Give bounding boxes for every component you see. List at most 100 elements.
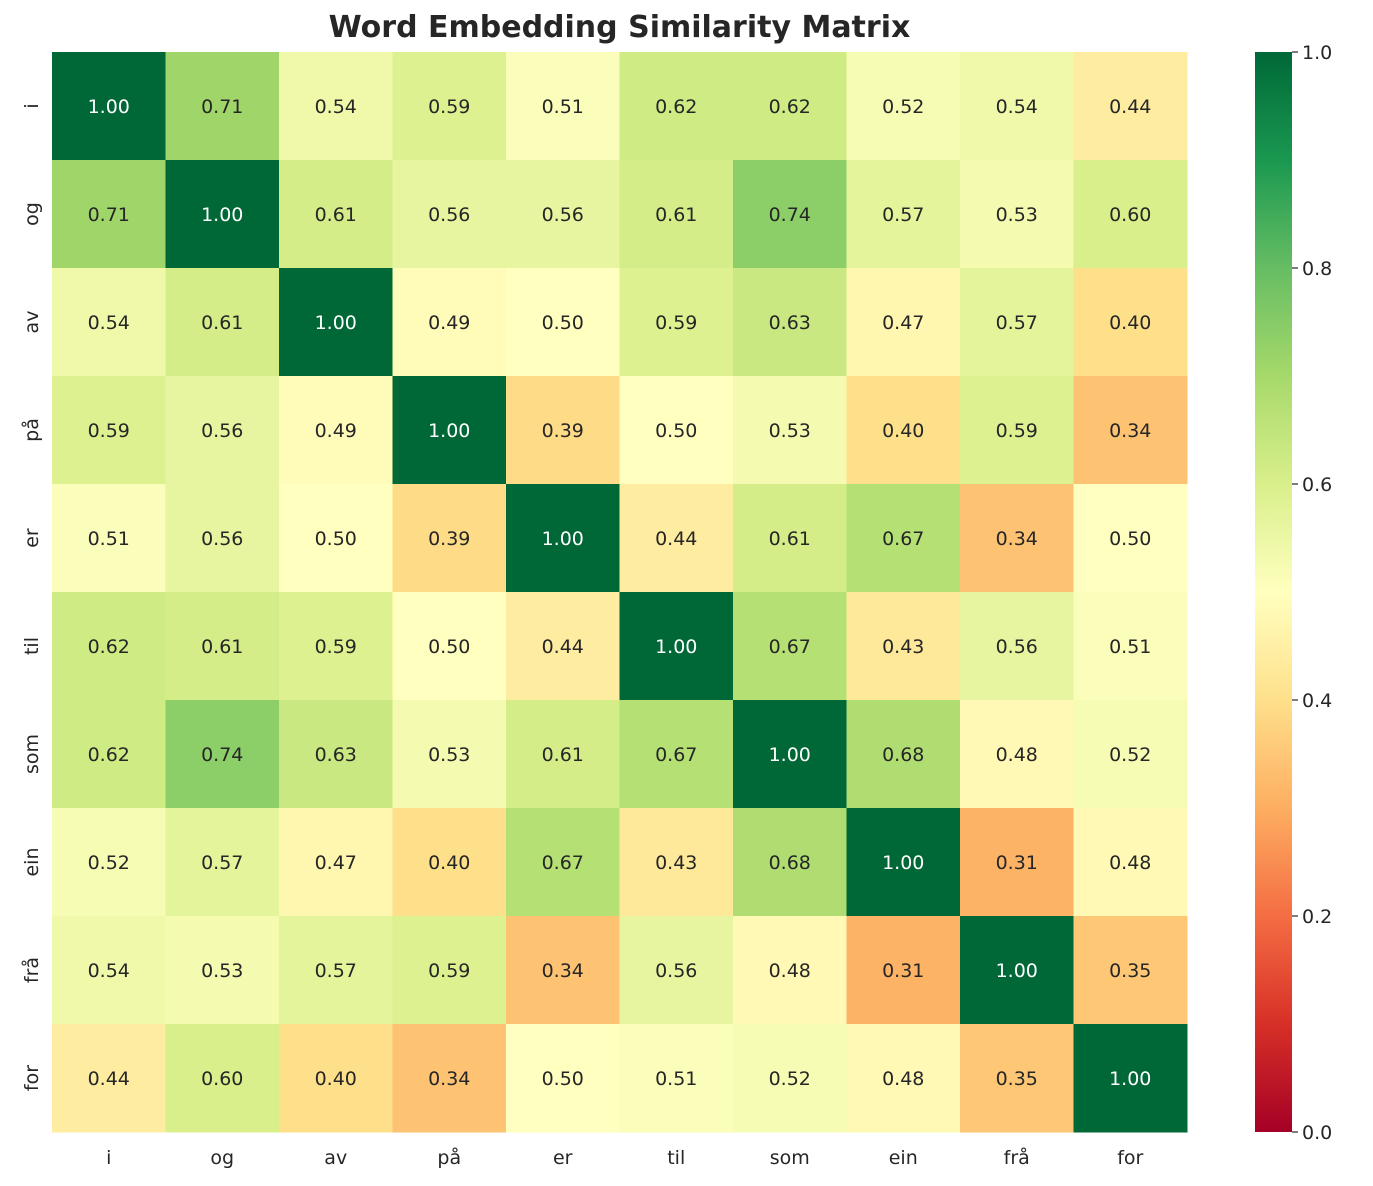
cell-label: 0.67 (655, 744, 697, 766)
heatmap-cell (279, 160, 393, 269)
cell-label: 0.50 (542, 1068, 584, 1090)
heatmap-cell (279, 916, 393, 1025)
cell-label: 0.59 (428, 96, 470, 118)
heatmap-cell (1073, 52, 1188, 161)
y-tick-label: er (21, 528, 43, 548)
heatmap-cell (506, 160, 620, 269)
cell-label: 0.57 (315, 960, 357, 982)
cell-label: 0.39 (428, 528, 470, 550)
cell-label: 0.61 (769, 528, 811, 550)
heatmap-cell (619, 376, 734, 485)
cell-label: 0.59 (655, 312, 697, 334)
heatmap-cell (846, 700, 961, 809)
heatmap-cell (279, 376, 393, 485)
heatmap-cell (846, 268, 961, 377)
cell-label: 0.34 (542, 960, 584, 982)
heatmap-cell (279, 1024, 393, 1133)
cell-label: 0.50 (315, 528, 357, 550)
cell-label: 0.61 (655, 204, 697, 226)
cell-label: 0.50 (655, 420, 697, 442)
cell-label: 0.56 (201, 528, 243, 550)
cell-label: 0.34 (996, 528, 1038, 550)
heatmap-cell (619, 160, 734, 269)
cell-label: 0.40 (428, 852, 470, 874)
heatmap-cell (52, 916, 166, 1025)
heatmap-cell (960, 52, 1074, 161)
cell-label: 0.59 (88, 420, 130, 442)
colorbar-tick-label: 0.6 (1302, 474, 1332, 496)
heatmap-cell (846, 592, 961, 701)
cell-label: 1.00 (88, 96, 130, 118)
heatmap-cell (1073, 700, 1188, 809)
cell-label: 0.52 (882, 96, 924, 118)
cell-label: 0.48 (882, 1068, 924, 1090)
cell-label: 1.00 (201, 204, 243, 226)
heatmap-cell (733, 916, 847, 1025)
heatmap-cell (846, 916, 961, 1025)
heatmap-cell (392, 700, 507, 809)
cell-label: 0.61 (201, 312, 243, 334)
y-tick-label: på (20, 418, 43, 442)
colorbar-tick-label: 0.8 (1302, 258, 1332, 280)
x-tick-label: som (770, 1147, 810, 1169)
heatmap-cell (1073, 484, 1188, 593)
heatmap-cell (165, 268, 280, 377)
heatmap-cell (392, 160, 507, 269)
cell-label: 1.00 (315, 312, 357, 334)
heatmap-cell (279, 484, 393, 593)
heatmap-cell (619, 808, 734, 917)
heatmap-cell (733, 52, 847, 161)
cell-label: 1.00 (882, 852, 924, 874)
heatmap-cell (1073, 592, 1188, 701)
heatmap-cell (619, 484, 734, 593)
cell-label: 0.40 (882, 420, 924, 442)
heatmap-cell (733, 700, 847, 809)
cell-label: 0.40 (1109, 312, 1151, 334)
cell-label: 0.35 (996, 1068, 1038, 1090)
heatmap-cell (960, 700, 1074, 809)
heatmap-cell (52, 268, 166, 377)
y-tick-label: i (21, 103, 43, 108)
heatmap-cell (619, 592, 734, 701)
heatmap-cell (1073, 160, 1188, 269)
y-tick-label: for (21, 1065, 43, 1091)
cell-label: 0.35 (1109, 960, 1151, 982)
heatmap-cell (52, 808, 166, 917)
heatmap-cell (619, 52, 734, 161)
cell-label: 0.62 (88, 636, 130, 658)
heatmap-cell (733, 592, 847, 701)
cell-label: 0.56 (996, 636, 1038, 658)
cell-label: 0.71 (201, 96, 243, 118)
cell-label: 0.44 (655, 528, 697, 550)
heatmap-cell (506, 700, 620, 809)
cell-label: 0.34 (428, 1068, 470, 1090)
heatmap-cell (165, 808, 280, 917)
heatmap-cell (392, 376, 507, 485)
cell-label: 0.47 (882, 312, 924, 334)
cell-label: 0.56 (655, 960, 697, 982)
cell-label: 0.49 (428, 312, 470, 334)
cell-label: 0.34 (1109, 420, 1151, 442)
heatmap-cell (52, 52, 166, 161)
heatmap-cell (619, 268, 734, 377)
cell-label: 0.44 (542, 636, 584, 658)
x-tick-label: frå (1004, 1146, 1030, 1169)
heatmap-cell (506, 376, 620, 485)
heatmap-cell (506, 1024, 620, 1133)
cell-label: 0.59 (428, 960, 470, 982)
cell-label: 0.49 (315, 420, 357, 442)
x-tick-label: for (1117, 1147, 1143, 1169)
cell-label: 0.48 (996, 744, 1038, 766)
cell-label: 0.59 (996, 420, 1038, 442)
cell-label: 0.53 (769, 420, 811, 442)
heatmap-cell (52, 1024, 166, 1133)
cell-label: 0.60 (201, 1068, 243, 1090)
cell-label: 0.62 (655, 96, 697, 118)
heatmap-cell (1073, 376, 1188, 485)
heatmap-cell (960, 808, 1074, 917)
heatmap-cell (506, 52, 620, 161)
cell-label: 0.47 (315, 852, 357, 874)
colorbar-tick-label: 0.0 (1302, 1122, 1332, 1144)
x-tick-label: av (324, 1147, 347, 1169)
